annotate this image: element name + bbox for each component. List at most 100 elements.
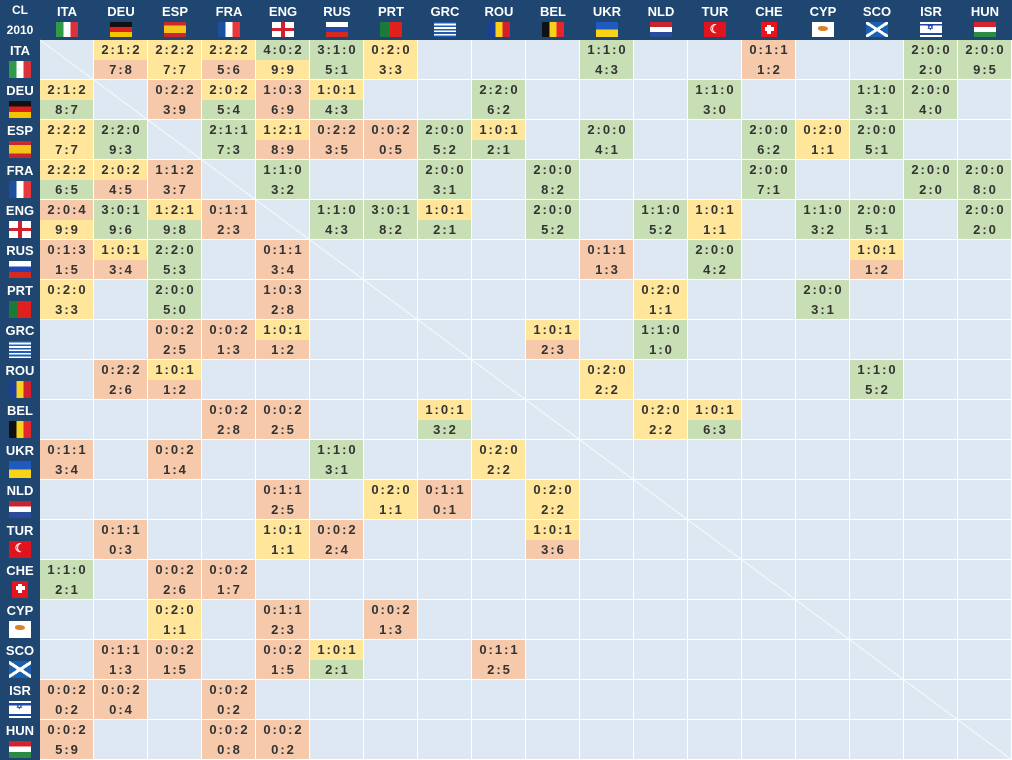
- record-wdl: 3:1:0: [310, 40, 363, 60]
- goal-score: 1:2: [256, 339, 309, 359]
- result-cell-eng-vs-cyp: 1:1:0 3:2: [796, 200, 850, 240]
- matrix-cell: [364, 440, 418, 480]
- record-wdl: 2:2:2: [202, 40, 255, 60]
- result-cell-nld-vs-bel: 0:2:0 2:2: [526, 480, 580, 520]
- matrix-cell: [472, 320, 526, 360]
- matrix-cell: [148, 720, 202, 760]
- matrix-cell: [418, 720, 472, 760]
- goal-score: 1:7: [202, 579, 255, 599]
- goal-score: 2:0: [904, 179, 957, 199]
- goal-score: 5:2: [634, 219, 687, 239]
- belgium-flag-icon: [542, 21, 564, 37]
- row-header-grc: GRC: [0, 320, 40, 360]
- record-wdl: 0:1:1: [742, 40, 795, 60]
- goal-score: 2:1: [418, 219, 471, 239]
- row-team-code: FRA: [6, 162, 34, 178]
- goal-score: 1:1: [634, 299, 687, 319]
- record-wdl: 0:0:2: [40, 680, 93, 700]
- matrix-cell: [688, 560, 742, 600]
- goal-score: 3:2: [418, 419, 471, 439]
- goal-score: 9:9: [40, 219, 93, 239]
- record-wdl: 1:1:0: [634, 320, 687, 340]
- result-cell-deu-vs-isr: 2:0:0 4:0: [904, 80, 958, 120]
- goal-score: 4:5: [94, 179, 147, 199]
- result-cell-esp-vs-ukr: 2:0:0 4:1: [580, 120, 634, 160]
- record-wdl: 2:2:0: [472, 80, 525, 100]
- matrix-cell: [742, 560, 796, 600]
- row-header-nld: NLD: [0, 480, 40, 520]
- goal-score: 2:6: [94, 379, 147, 399]
- england-flag-icon: [9, 220, 31, 238]
- result-cell-fra-vs-grc: 2:0:0 3:1: [418, 160, 472, 200]
- record-wdl: 0:1:3: [40, 240, 93, 260]
- record-wdl: 1:1:0: [850, 80, 903, 100]
- matrix-cell: [526, 440, 580, 480]
- result-cell-ita-vs-ukr: 1:1:0 4:3: [580, 40, 634, 80]
- matrix-cell: [418, 280, 472, 320]
- result-cell-tur-vs-eng: 1:0:1 1:1: [256, 520, 310, 560]
- matrix-cell: [202, 440, 256, 480]
- result-cell-ukr-vs-esp: 0:0:2 1:4: [148, 440, 202, 480]
- goal-score: 0:3: [94, 539, 147, 559]
- result-cell-sco-vs-esp: 0:0:2 1:5: [148, 640, 202, 680]
- record-wdl: 0:0:2: [148, 440, 201, 460]
- turkey-flag-icon: ☾: [9, 540, 31, 558]
- goal-score: 9:6: [94, 219, 147, 239]
- row-team-code: DEU: [6, 82, 34, 98]
- record-wdl: 0:2:0: [472, 440, 525, 460]
- goal-score: 5:1: [850, 139, 903, 159]
- row-header-isr: ISR: [0, 680, 40, 720]
- record-wdl: 2:1:1: [202, 120, 255, 140]
- record-wdl: 1:1:0: [796, 200, 849, 220]
- record-wdl: 0:0:2: [148, 640, 201, 660]
- matrix-cell: [958, 560, 1012, 600]
- goal-score: 5:6: [202, 59, 255, 79]
- goal-score: 1:1: [688, 219, 741, 239]
- record-wdl: 2:0:0: [418, 120, 471, 140]
- matrix-cell: [742, 400, 796, 440]
- result-cell-tur-vs-deu: 0:1:1 0:3: [94, 520, 148, 560]
- matrix-cell: [688, 640, 742, 680]
- result-cell-rou-vs-esp: 1:0:1 1:2: [148, 360, 202, 400]
- matrix-cell: [850, 520, 904, 560]
- goal-score: 2:5: [256, 419, 309, 439]
- matrix-cell: [796, 560, 850, 600]
- record-wdl: 2:0:0: [904, 160, 957, 180]
- record-wdl: 2:0:4: [40, 200, 93, 220]
- record-wdl: 1:0:3: [256, 80, 309, 100]
- matrix-cell: [202, 520, 256, 560]
- record-wdl: 3:0:1: [94, 200, 147, 220]
- goal-score: 1:1: [148, 619, 201, 639]
- matrix-cell: [40, 520, 94, 560]
- result-cell-fra-vs-isr: 2:0:0 2:0: [904, 160, 958, 200]
- matrix-cell: [256, 440, 310, 480]
- row-team-code: ISR: [9, 682, 31, 698]
- record-wdl: 0:2:0: [364, 480, 417, 500]
- matrix-cell: [742, 440, 796, 480]
- record-wdl: 2:0:0: [418, 160, 471, 180]
- record-wdl: 1:0:1: [526, 320, 579, 340]
- goal-score: 7:3: [202, 139, 255, 159]
- matrix-cell: [904, 680, 958, 720]
- record-wdl: 1:0:1: [256, 520, 309, 540]
- row-team-code: BEL: [7, 402, 33, 418]
- row-team-code: ROU: [5, 362, 35, 378]
- matrix-cell: [580, 160, 634, 200]
- matrix-cell: [742, 80, 796, 120]
- goal-score: 4:1: [580, 139, 633, 159]
- matrix-cell: [310, 320, 364, 360]
- record-wdl: 1:0:1: [94, 240, 147, 260]
- record-wdl: 1:0:1: [310, 640, 363, 660]
- matrix-cell: [40, 40, 94, 80]
- goal-score: 5:2: [526, 219, 579, 239]
- record-wdl: 0:1:1: [256, 240, 309, 260]
- result-cell-isr-vs-deu: 0:0:2 0:4: [94, 680, 148, 720]
- record-wdl: 1:1:0: [310, 200, 363, 220]
- result-cell-fra-vs-deu: 2:0:2 4:5: [94, 160, 148, 200]
- matrix-cell: [580, 80, 634, 120]
- spain-flag-icon: [9, 140, 31, 158]
- goal-score: 2:8: [256, 299, 309, 319]
- record-wdl: 2:0:0: [688, 240, 741, 260]
- result-cell-rus-vs-deu: 1:0:1 3:4: [94, 240, 148, 280]
